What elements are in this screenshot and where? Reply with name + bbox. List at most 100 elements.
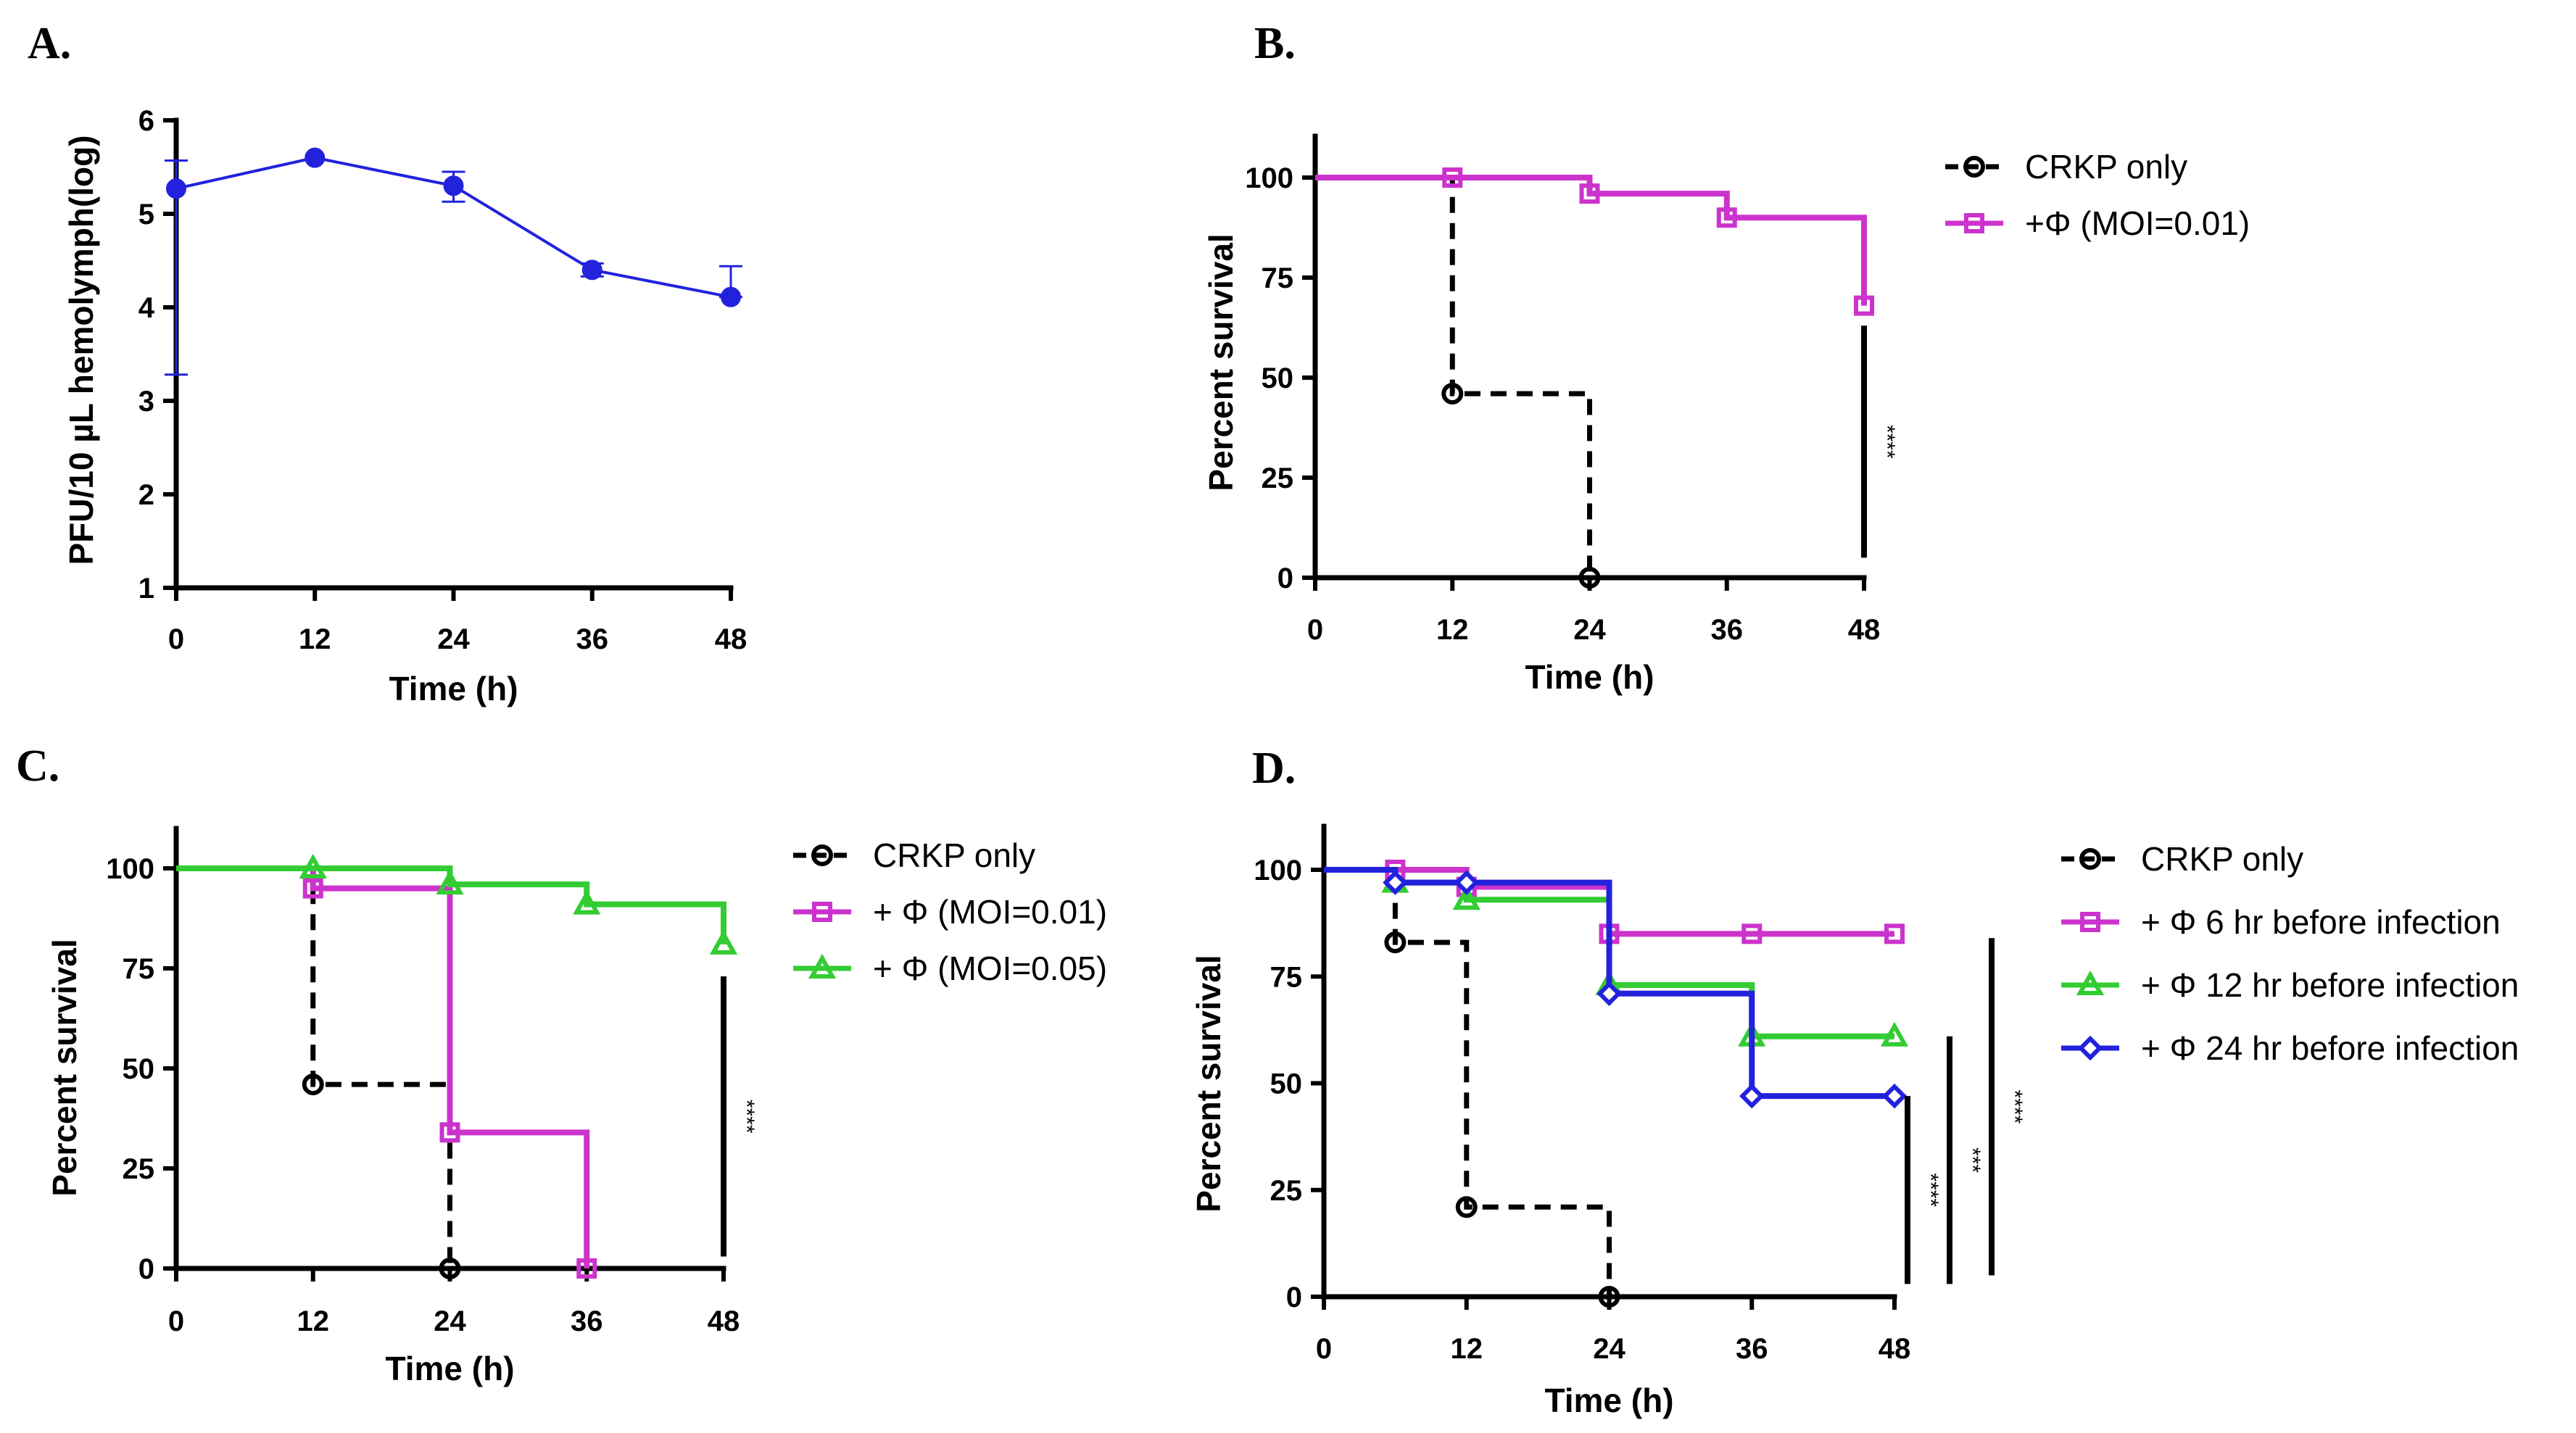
y-tick-label: 0 — [1277, 562, 1293, 594]
x-tick-label: 0 — [1316, 1333, 1332, 1365]
data-point — [1579, 183, 1600, 204]
y-tick-label: 75 — [1262, 262, 1294, 294]
survival-curve — [1324, 867, 1894, 937]
series-3 — [1324, 867, 1908, 1109]
survival-curve — [1324, 867, 1612, 1297]
survival-curve — [176, 865, 726, 944]
panel-label: C. — [16, 742, 59, 791]
data-point — [439, 1258, 461, 1279]
panel-label: D. — [1252, 744, 1296, 793]
x-tick-label: 12 — [299, 623, 331, 655]
data-point — [443, 175, 464, 196]
legend-marker — [1963, 156, 1985, 178]
legend-marker — [2079, 848, 2101, 870]
y-tick-label: 100 — [1254, 855, 1302, 886]
y-tick-label: 3 — [138, 386, 154, 418]
legend-marker — [2076, 970, 2105, 995]
x-tick-label: 24 — [437, 623, 470, 655]
y-tick-label: 25 — [1270, 1175, 1303, 1207]
data-point — [1854, 295, 1874, 316]
x-tick-label: 36 — [576, 623, 609, 655]
x-axis-label: Time (h) — [389, 670, 518, 707]
y-tick-label: 25 — [1262, 462, 1294, 494]
x-tick-label: 48 — [708, 1305, 740, 1337]
legend-label: + Φ (MOI=0.05) — [873, 950, 1107, 987]
series-1 — [1315, 167, 1874, 316]
x-tick-label: 36 — [1711, 614, 1744, 646]
series-2 — [1324, 867, 1909, 1047]
series-2 — [176, 853, 738, 955]
data-point — [1880, 1021, 1909, 1047]
series-0 — [1315, 175, 1601, 589]
data-point — [302, 1073, 324, 1096]
panel-label: A. — [28, 19, 71, 68]
legend: CRKP only + Φ 6 hr before infection + Φ 12… — [2061, 840, 2519, 1067]
legend-label: CRKP only — [2025, 148, 2187, 186]
panel-c: C. 0 12 24 36 48 0 25 50 75 100 Time (h) Percent sur… — [16, 742, 1107, 1387]
y-tick-label: 6 — [138, 105, 154, 137]
data-point — [1716, 207, 1737, 228]
legend: CRKP only +Φ (MOI=0.01) — [1945, 148, 2250, 242]
series-0 — [1324, 867, 1620, 1308]
y-tick-label: 100 — [1245, 162, 1293, 194]
x-axis-label: Time (h) — [1544, 1382, 1673, 1419]
survival-curve — [1315, 175, 1592, 578]
data-point — [1884, 923, 1905, 944]
x-tick-label: 0 — [168, 1305, 184, 1337]
y-tick-label: 50 — [123, 1053, 155, 1085]
data-point — [1442, 167, 1463, 188]
y-tick-label: 4 — [138, 292, 155, 324]
y-axis-label: Percent survival — [46, 939, 83, 1196]
legend-label: + Φ 12 hr before infection — [2141, 966, 2519, 1004]
significance-label: **** — [734, 1100, 758, 1134]
data-point — [1384, 931, 1407, 954]
data-point — [1598, 1286, 1620, 1308]
y-tick-label: 25 — [123, 1153, 155, 1185]
survival-curve — [176, 865, 452, 1268]
legend-marker — [811, 844, 833, 866]
y-tick-label: 100 — [106, 853, 154, 885]
y-tick-label: 0 — [138, 1253, 154, 1285]
data-point — [302, 878, 323, 899]
panel-b: B. 0 12 24 36 48 0 25 50 75 100 Time (h) Percent sur… — [1202, 19, 2250, 696]
y-tick-label: 75 — [1270, 961, 1303, 993]
x-tick-label: 0 — [1307, 614, 1323, 646]
legend-marker — [1964, 213, 1984, 233]
data-point — [1441, 383, 1464, 405]
survival-curve — [1315, 175, 1867, 306]
data-point — [709, 929, 738, 955]
legend-label: CRKP only — [873, 836, 1035, 874]
y-tick-label: 0 — [1286, 1282, 1302, 1313]
data-point — [1454, 870, 1479, 895]
legend-label: + Φ (MOI=0.01) — [873, 893, 1107, 931]
data-point — [576, 1258, 597, 1279]
x-tick-label: 12 — [297, 1305, 330, 1337]
data-point — [1578, 567, 1601, 589]
y-axis-label: Percent survival — [1202, 233, 1240, 491]
significance-label: **** — [1918, 1173, 1942, 1207]
legend-label: CRKP only — [2141, 840, 2303, 878]
x-tick-label: 24 — [1593, 1333, 1625, 1365]
data-point — [166, 178, 186, 199]
data-point — [1881, 1083, 1908, 1109]
data-point — [573, 889, 601, 915]
significance-label: **** — [2003, 1090, 2026, 1124]
y-axis-label: PFU/10 µL hemolymph(log) — [62, 135, 100, 565]
legend-marker — [808, 953, 837, 979]
legend-label: +Φ (MOI=0.01) — [2025, 204, 2250, 242]
data-point — [1383, 870, 1408, 895]
panel-label: B. — [1254, 19, 1296, 68]
y-tick-label: 50 — [1270, 1068, 1303, 1100]
legend-label: + Φ 6 hr before infection — [2141, 903, 2501, 941]
data-point — [1596, 981, 1622, 1007]
x-axis-label: Time (h) — [1525, 658, 1654, 696]
significance-label: *** — [1960, 1147, 1984, 1173]
legend-label: + Φ 24 hr before infection — [2141, 1029, 2519, 1067]
data-point — [1742, 923, 1763, 944]
x-tick-label: 48 — [715, 623, 747, 655]
data-point — [305, 147, 326, 168]
x-tick-label: 36 — [1736, 1333, 1768, 1365]
x-axis-label: Time (h) — [385, 1350, 514, 1387]
x-tick-label: 48 — [1848, 614, 1881, 646]
series-0 — [176, 865, 461, 1279]
